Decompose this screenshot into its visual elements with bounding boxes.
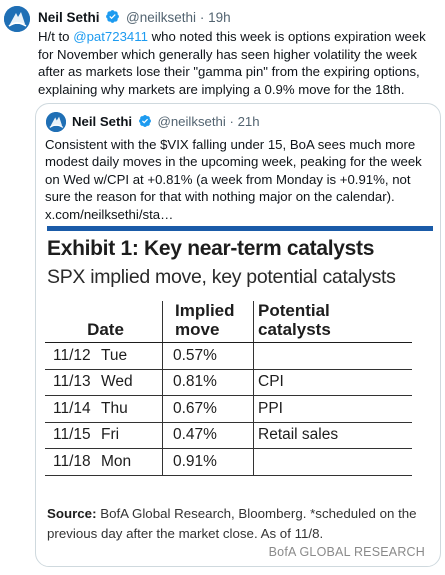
table-row: 11/13 Wed 0.81% CPI [45,369,412,396]
separator-dot: · [229,114,234,129]
cell-implied-move: 0.57% [162,342,254,370]
author-avatar[interactable] [4,6,30,32]
quoted-author-name: Neil Sethi [72,114,133,129]
cell-date: 11/14 Thu [45,395,163,423]
table-row: 11/18 Mon 0.91% [45,448,412,476]
cell-implied-move: 0.81% [162,369,254,396]
source-text: BofA Global Research, Bloomberg. *schedu… [47,506,417,541]
cell-date-value: 11/12 [53,346,91,364]
quoted-tweet[interactable]: Neil Sethi @neilksethi · 21h Consistent … [35,103,441,567]
cell-catalyst: Retail sales [253,422,412,449]
quoted-tweet-header: Neil Sethi @neilksethi · 21h [72,114,260,129]
cell-date-value: 11/13 [53,373,91,391]
header-date-label: Date [87,320,124,339]
header-potential-catalysts: Potential catalysts [253,301,412,343]
cell-date-value: 11/18 [53,452,91,470]
tweet-header: Neil Sethi @neilksethi · 19h [38,9,231,26]
author-name[interactable]: Neil Sethi [38,10,100,25]
quoted-author-handle: @neilksethi [157,114,226,129]
cell-day-value: Thu [101,399,128,417]
table-row: 11/12 Tue 0.57% [45,342,412,370]
tweet-text-part: H/t to [38,29,74,44]
mention-link[interactable]: @pat723411 [73,29,148,44]
header-date: Date [45,301,163,343]
cell-catalyst [253,342,412,370]
exhibit-image[interactable]: Exhibit 1: Key near-term catalysts SPX i… [41,226,435,566]
cell-date: 11/13 Wed [45,369,163,396]
cell-date-value: 11/15 [53,426,91,444]
tweet-text: H/t to @pat723411 who noted this week is… [38,28,438,98]
header-implied-move: Implied move [162,301,254,343]
cell-date-value: 11/14 [53,399,91,417]
verified-badge-icon [106,10,120,23]
header-catalysts-line1: Potential [258,301,330,320]
cell-date: 11/18 Mon [45,448,163,476]
header-catalysts-line2: catalysts [258,320,331,339]
header-move-line2: move [175,320,220,339]
cell-implied-move: 0.67% [162,395,254,423]
verified-badge-icon [138,115,151,127]
cell-date: 11/12 Tue [45,342,163,370]
quoted-timestamp: 21h [237,114,260,129]
cell-day-value: Wed [101,373,133,391]
cell-day-value: Tue [101,346,128,364]
cell-catalyst: CPI [253,369,412,396]
table-row: 11/14 Thu 0.67% PPI [45,395,412,423]
cell-implied-move: 0.91% [162,448,254,476]
separator-dot: · [199,10,205,25]
table-row: 11/15 Fri 0.47% Retail sales [45,422,412,449]
quoted-author-avatar [46,112,66,132]
cell-day-value: Fri [101,426,120,444]
exhibit-brand: BofA GLOBAL RESEARCH [268,545,425,559]
cell-implied-move: 0.47% [162,422,254,449]
catalysts-table: Date Implied move Potential catalysts 11/1… [45,301,412,476]
cell-day-value: Mon [101,452,132,470]
author-handle[interactable]: @neilksethi [126,10,197,25]
source-label: Source: [47,506,97,521]
cell-catalyst: PPI [253,395,412,423]
timestamp[interactable]: 19h [208,10,231,25]
table-header-row: Date Implied move Potential catalysts [45,301,412,343]
exhibit-subtitle: SPX implied move, key potential catalyst… [47,266,396,288]
cell-catalyst [253,448,412,476]
avatar-logo-icon [4,6,30,32]
exhibit-title: Exhibit 1: Key near-term catalysts [47,237,375,260]
cell-date: 11/15 Fri [45,422,163,449]
header-move-line1: Implied [175,301,235,320]
tweet-text-part: who noted this week is options expiratio… [38,29,426,97]
exhibit-top-bar [47,226,433,231]
quoted-tweet-text: Consistent with the $VIX falling under 1… [45,137,422,222]
exhibit-source-note: Source: BofA Global Research, Bloomberg.… [47,504,432,543]
avatar-logo-icon [46,112,66,132]
